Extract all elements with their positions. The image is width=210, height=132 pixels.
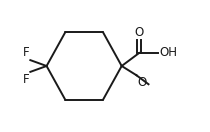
Text: F: F bbox=[23, 46, 29, 60]
Text: O: O bbox=[138, 76, 147, 89]
Text: F: F bbox=[23, 72, 29, 86]
Text: O: O bbox=[134, 26, 144, 39]
Text: OH: OH bbox=[159, 46, 177, 60]
